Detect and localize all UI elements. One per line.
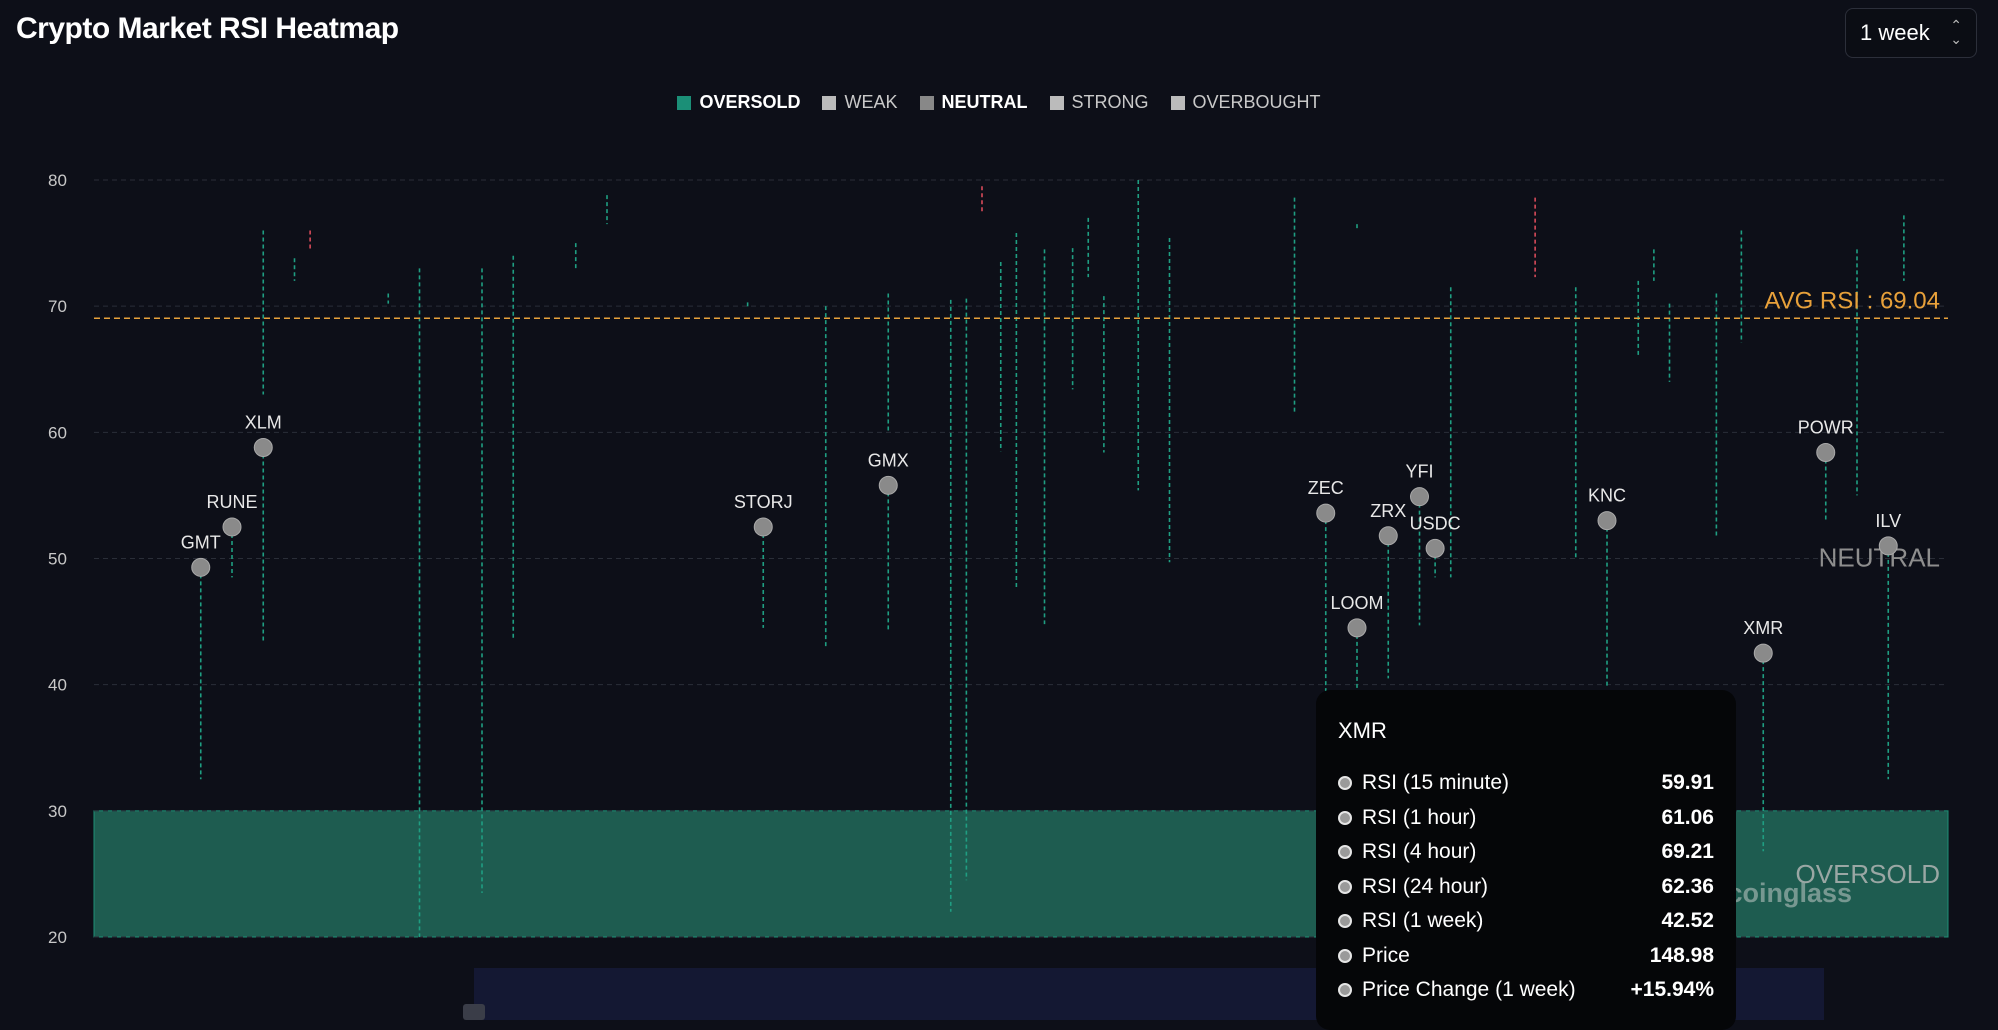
bullet-icon <box>1338 776 1352 791</box>
data-point <box>1316 503 1336 523</box>
tooltip-row: RSI (1 hour) 61.06 <box>1338 801 1714 836</box>
zone-label-oversold: OVERSOLD <box>1796 859 1941 889</box>
point-label: ILV <box>1875 511 1901 531</box>
y-tick-label: 50 <box>48 550 67 569</box>
timeframe-value: 1 week <box>1860 20 1930 45</box>
bullet-icon <box>1338 983 1352 998</box>
tooltip-value: 62.36 <box>1661 874 1714 898</box>
point-label: GMX <box>868 450 909 470</box>
y-tick-label: 30 <box>48 802 67 821</box>
tooltip-row: RSI (1 week) 42.52 <box>1338 904 1714 939</box>
tooltip-value: 59.91 <box>1661 771 1714 795</box>
tooltip-value: +15.94% <box>1630 978 1715 1002</box>
data-point <box>1816 443 1836 463</box>
data-point <box>1410 487 1429 507</box>
bullet-icon <box>1338 845 1352 860</box>
data-point <box>878 475 898 495</box>
point-label: LOOM <box>1330 593 1383 613</box>
point-label: STORJ <box>734 492 793 512</box>
tooltip-label: RSI (4 hour) <box>1362 840 1477 864</box>
page-title: Crypto Market RSI Heatmap <box>16 12 399 45</box>
tooltip-label: RSI (1 week) <box>1362 909 1484 933</box>
point-label: ZEC <box>1308 478 1344 498</box>
data-point <box>1347 618 1367 638</box>
data-point <box>222 517 242 537</box>
data-point <box>1878 536 1898 556</box>
tooltip-label: Price <box>1362 943 1410 967</box>
y-tick-label: 60 <box>48 423 67 442</box>
tooltip-label: RSI (24 hour) <box>1362 874 1489 898</box>
tooltip-label: RSI (1 hour) <box>1362 805 1477 829</box>
point-label: RUNE <box>206 492 257 512</box>
tooltip-title: XMR <box>1338 718 1387 743</box>
legend-swatch <box>919 95 934 110</box>
y-tick-label: 70 <box>48 297 67 316</box>
legend-swatch <box>677 95 692 110</box>
legend-swatch <box>1049 95 1064 110</box>
legend-swatch <box>822 95 837 110</box>
data-point <box>253 437 273 457</box>
tooltip-value: 69.21 <box>1661 840 1714 864</box>
data-point <box>1378 526 1398 546</box>
legend-label: STRONG <box>1071 92 1149 112</box>
y-tick-label: 80 <box>48 171 67 190</box>
data-point <box>1753 643 1773 663</box>
legend-label: NEUTRAL <box>941 92 1028 112</box>
point-label: XMR <box>1743 618 1783 638</box>
bullet-icon <box>1338 914 1352 929</box>
legend-swatch <box>1170 95 1185 110</box>
legend-label: OVERBOUGHT <box>1192 92 1321 112</box>
point-label: ZRX <box>1370 501 1406 521</box>
legend-overbought[interactable]: OVERBOUGHT <box>1170 92 1321 113</box>
tooltip-row: Price 148.98 <box>1338 939 1714 974</box>
watermark: coinglass <box>1727 878 1852 908</box>
data-point <box>1425 538 1445 558</box>
y-tick-label: 40 <box>48 676 67 695</box>
legend-strong[interactable]: STRONG <box>1049 92 1149 113</box>
tooltip-value: 61.06 <box>1661 805 1714 829</box>
chart-legend: OVERSOLD WEAK NEUTRAL STRONG OVERBOUGHT <box>0 92 1998 113</box>
tooltip: XMR RSI (15 minute) 59.91 RSI (1 hour) 61.… <box>1316 690 1736 1030</box>
tooltip-row: RSI (4 hour) 69.21 <box>1338 835 1714 870</box>
bullet-icon <box>1338 810 1352 825</box>
tooltip-label: Price Change (1 week) <box>1362 978 1576 1002</box>
point-label: POWR <box>1798 418 1854 438</box>
bullet-icon <box>1338 879 1352 894</box>
tooltip-label: RSI (15 minute) <box>1362 771 1510 795</box>
data-point <box>191 557 211 577</box>
point-label: XLM <box>245 412 282 432</box>
tooltip-row: RSI (24 hour) 62.36 <box>1338 870 1714 905</box>
point-label: GMT <box>181 532 221 552</box>
scroll-handle[interactable] <box>463 1004 485 1020</box>
point-label: YFI <box>1405 462 1433 482</box>
tooltip-value: 148.98 <box>1649 943 1714 967</box>
tooltip-row: RSI (15 minute) 59.91 <box>1338 766 1714 801</box>
legend-oversold[interactable]: OVERSOLD <box>677 92 800 113</box>
chevron-updown-icon: ⌃ ⌄ <box>1950 17 1962 47</box>
data-point <box>1597 511 1617 531</box>
legend-label: OVERSOLD <box>699 92 801 112</box>
avg-rsi-label: AVG RSI : 69.04 <box>1764 287 1940 314</box>
point-label: USDC <box>1410 513 1461 533</box>
y-tick-label: 20 <box>48 928 67 947</box>
timeframe-select[interactable]: 1 week ⌃ ⌄ <box>1845 8 1977 58</box>
bullet-icon <box>1338 948 1352 963</box>
tooltip-row: Price Change (1 week) +15.94% <box>1338 973 1714 1008</box>
data-point <box>753 517 773 537</box>
legend-weak[interactable]: WEAK <box>822 92 898 113</box>
legend-label: WEAK <box>844 92 898 112</box>
point-label: KNC <box>1588 486 1626 506</box>
legend-neutral[interactable]: NEUTRAL <box>919 92 1028 113</box>
tooltip-value: 42.52 <box>1661 909 1714 933</box>
